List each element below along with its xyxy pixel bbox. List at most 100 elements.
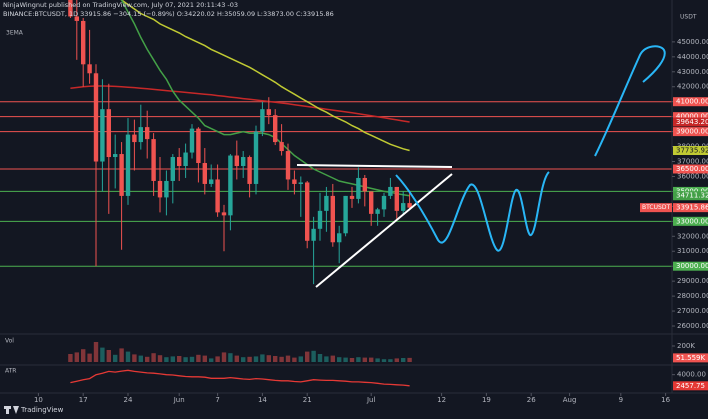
volume-bar	[401, 358, 406, 362]
x-tick-label: 16	[661, 396, 670, 404]
candle-body	[164, 180, 169, 198]
candle-body	[151, 139, 156, 181]
candle-body	[189, 128, 195, 153]
y-tick-label: 36000.00	[677, 172, 708, 180]
volume-bar	[279, 356, 284, 362]
candle-body	[407, 203, 412, 208]
currency: USDT	[680, 14, 697, 21]
x-tick-label: Jul	[366, 396, 376, 404]
volume-bar	[68, 354, 73, 362]
volume-bar	[113, 354, 118, 362]
volume-bar	[247, 356, 252, 362]
candle-body	[183, 152, 188, 166]
ma-last-label: 39643.20	[676, 118, 708, 126]
ma-last-label: 37735.92	[676, 147, 708, 155]
volume-bar	[183, 357, 188, 362]
candle-body	[292, 179, 297, 184]
volume-bar	[266, 355, 271, 362]
candle-body	[196, 128, 201, 164]
volume-bar	[285, 355, 291, 362]
volume-bar	[234, 355, 239, 362]
candle-body	[93, 73, 99, 162]
volume-bar	[196, 354, 201, 362]
volume-bar	[375, 358, 380, 362]
candle-body	[285, 151, 291, 180]
volume-bar	[381, 359, 387, 362]
candle-body	[81, 20, 86, 65]
x-tick-label: Jun	[173, 396, 185, 404]
volume-bar	[362, 357, 367, 362]
ma-last-label: 34711.32	[676, 192, 708, 200]
candle-body	[119, 154, 124, 196]
level-label-box	[673, 112, 708, 122]
last-volume-label: 51.559K	[676, 354, 705, 362]
volume-bar	[119, 348, 124, 362]
candle-body	[202, 163, 207, 184]
candle-body	[330, 195, 335, 243]
volume-bar	[100, 347, 105, 362]
candle-body	[279, 142, 284, 152]
candle-body	[362, 177, 367, 192]
candle-body	[388, 186, 393, 196]
y-tick-label: 42000.00	[677, 83, 708, 91]
x-tick-label: 24	[124, 396, 133, 404]
candle-body	[221, 212, 227, 216]
volume-bar	[253, 356, 259, 362]
volume-bar	[394, 358, 399, 362]
volume-bar	[228, 353, 233, 362]
volume-bar	[260, 354, 265, 362]
logo	[4, 406, 19, 414]
candle-body	[394, 186, 399, 211]
volume-bar	[388, 359, 393, 362]
level-label-box	[673, 216, 708, 226]
candle-body	[317, 210, 323, 229]
moving-average	[120, 0, 410, 197]
volume-bar	[125, 351, 131, 362]
volume-bar	[87, 353, 92, 362]
ma-last-label-box	[673, 191, 708, 201]
volume-bar	[356, 357, 361, 362]
volume-bar	[369, 357, 374, 362]
x-tick-label: 26	[527, 396, 536, 404]
y-tick-label: 200K	[677, 342, 695, 350]
candle-body	[381, 195, 387, 210]
candle-body	[177, 157, 182, 166]
volume-bar	[145, 356, 150, 362]
level-label: 30000.00	[676, 262, 708, 270]
candle-body	[253, 131, 259, 184]
projection-path	[395, 171, 550, 252]
volume-bar	[93, 342, 99, 362]
volume-bar	[292, 357, 297, 362]
volume-bar	[221, 352, 227, 362]
x-tick-label: 21	[303, 396, 312, 404]
level-label: 41000.00	[676, 98, 708, 106]
candle-body	[343, 195, 348, 234]
candle-body	[157, 180, 163, 198]
candle-body	[401, 203, 406, 211]
candle-body	[266, 109, 271, 116]
candle-body	[369, 191, 374, 214]
last-atr-label: 2457.75	[676, 382, 705, 390]
volume-bar	[273, 356, 278, 362]
volume-bar	[298, 356, 303, 362]
projection-path	[594, 45, 666, 157]
volume-bar	[138, 355, 143, 362]
candle-body	[87, 64, 92, 74]
candle-body	[145, 127, 150, 140]
ma-last-label-box	[673, 117, 708, 127]
candle-body	[100, 109, 105, 162]
y-tick-label: 45000.00	[677, 38, 708, 46]
moving-average	[70, 85, 410, 123]
x-tick-label: 14	[258, 396, 267, 404]
y-tick-label: 27000.00	[677, 307, 708, 315]
level-label-box	[673, 261, 708, 271]
candle-body	[234, 155, 239, 166]
y-tick-label: 26000.00	[677, 322, 708, 330]
y-tick-label: 37000.00	[677, 158, 708, 166]
pane-title: ATR	[5, 368, 16, 375]
volume-bar	[337, 357, 342, 362]
level-label: 36500.00	[676, 165, 708, 173]
level-label-box	[673, 127, 708, 137]
volume-bar	[74, 352, 79, 362]
